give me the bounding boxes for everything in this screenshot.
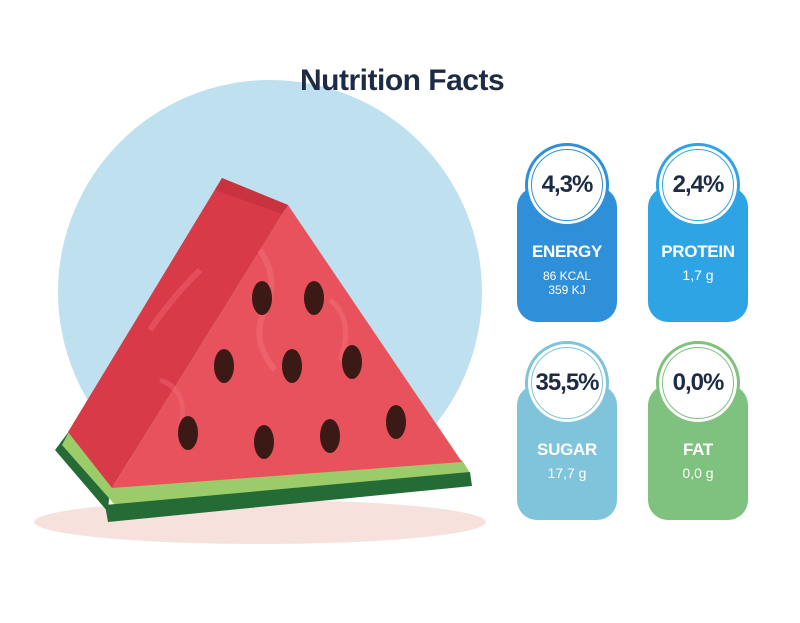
seed bbox=[282, 349, 302, 383]
sugar-label: SUGAR bbox=[537, 440, 597, 459]
protein-label: PROTEIN bbox=[661, 242, 735, 261]
seed bbox=[178, 416, 198, 450]
rind-light bbox=[62, 430, 470, 505]
fat-label: FAT bbox=[683, 440, 713, 459]
seed bbox=[386, 405, 406, 439]
flesh-front bbox=[112, 205, 462, 488]
sugar-card: 35,5% SUGAR 17,7 g bbox=[517, 341, 617, 520]
fat-badge: 0,0% bbox=[656, 341, 740, 425]
protein-amount: 1,7 g bbox=[682, 267, 714, 283]
flesh-edge bbox=[215, 178, 288, 214]
sugar-badge: 35,5% bbox=[525, 341, 609, 425]
fat-card: 0,0% FAT 0,0 g bbox=[648, 341, 748, 520]
energy-kj: 359 KJ bbox=[548, 283, 586, 297]
energy-label: ENERGY bbox=[532, 242, 602, 261]
page-title: Nutrition Facts bbox=[300, 64, 505, 97]
seed bbox=[342, 345, 362, 379]
seed bbox=[252, 281, 272, 315]
seeds bbox=[178, 281, 406, 459]
seed bbox=[304, 281, 324, 315]
flesh-side bbox=[68, 178, 288, 488]
sugar-amount: 17,7 g bbox=[547, 465, 587, 481]
seed bbox=[214, 349, 234, 383]
sugar-percent: 35,5% bbox=[531, 347, 603, 419]
protein-badge: 2,4% bbox=[656, 143, 740, 227]
seed bbox=[320, 419, 340, 453]
seed bbox=[254, 425, 274, 459]
fat-percent: 0,0% bbox=[662, 347, 734, 419]
rind-front bbox=[105, 472, 472, 522]
energy-badge: 4,3% bbox=[525, 143, 609, 227]
energy-percent: 4,3% bbox=[531, 149, 603, 221]
energy-kcal: 86 KCAL bbox=[542, 269, 592, 283]
fat-amount: 0,0 g bbox=[682, 465, 714, 481]
energy-card: 4,3% ENERGY 86 KCAL 359 KJ bbox=[517, 143, 617, 322]
protein-percent: 2,4% bbox=[662, 149, 734, 221]
protein-card: 2,4% PROTEIN 1,7 g bbox=[648, 143, 748, 322]
